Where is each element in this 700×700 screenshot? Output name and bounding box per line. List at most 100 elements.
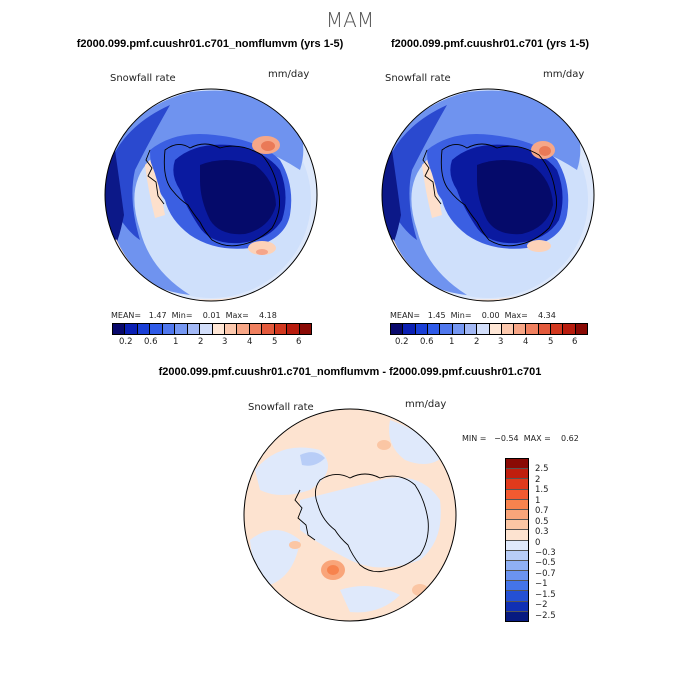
colorbar3-label: 1	[535, 496, 541, 506]
colorbar-swatch	[514, 324, 527, 334]
map3-boundary	[243, 408, 457, 622]
colorbar1-tick: 1	[173, 337, 179, 347]
colorbar-swatch	[506, 509, 528, 521]
colorbar-swatch	[391, 324, 404, 334]
colorbar2-tick: 0.6	[420, 337, 434, 347]
colorbar-swatch	[506, 560, 528, 572]
colorbar3-label: −0.5	[535, 558, 556, 568]
colorbar-swatch	[452, 324, 465, 334]
colorbar-swatch	[506, 550, 528, 561]
colorbar3-label: 1.5	[535, 485, 549, 495]
colorbar1-tick: 6	[296, 337, 302, 347]
colorbar-swatch	[477, 324, 490, 334]
panel3-variable: Snowfall rate	[248, 402, 314, 413]
colorbar-swatch	[125, 324, 138, 334]
colorbar3-label: 0.5	[535, 517, 549, 527]
colorbar-panel2	[390, 323, 588, 335]
colorbar3-label: −1.5	[535, 590, 556, 600]
colorbar2-tick: 5	[548, 337, 554, 347]
colorbar-swatch	[563, 324, 576, 334]
colorbar-swatch	[187, 324, 201, 334]
panel2-variable: Snowfall rate	[385, 73, 451, 84]
map1-snowfall-field	[105, 89, 317, 301]
colorbar-difference	[505, 458, 529, 622]
colorbar-swatch	[427, 324, 441, 334]
colorbar-swatch	[551, 324, 564, 334]
colorbar-swatch	[501, 324, 515, 334]
colorbar3-label: −0.3	[535, 548, 556, 558]
colorbar3-label: −2.5	[535, 611, 556, 621]
colorbar-swatch	[506, 469, 528, 480]
panel3-stats: MIN = −0.54 MAX = 0.62	[462, 434, 579, 443]
colorbar2-tick: 1	[449, 337, 455, 347]
colorbar-swatch	[506, 581, 528, 592]
colorbar1-tick: 3	[222, 337, 228, 347]
colorbar3-label: 0.7	[535, 506, 549, 516]
colorbar1-tick: 5	[272, 337, 278, 347]
colorbar3-label: 2	[535, 475, 541, 485]
map2-boundary	[381, 88, 595, 302]
colorbar-swatch	[506, 520, 528, 531]
colorbar-swatch	[299, 324, 311, 334]
panel1-units: mm/day	[268, 69, 310, 80]
colorbar-swatch	[249, 324, 263, 334]
colorbar-swatch	[175, 324, 188, 334]
colorbar-swatch	[287, 324, 300, 334]
colorbar1-ticks: 0.2 0.6 1 2 3 4 5 6	[112, 337, 310, 349]
colorbar-swatch	[237, 324, 250, 334]
panel2-units: mm/day	[543, 69, 585, 80]
colorbar-swatch	[526, 324, 539, 334]
colorbar-swatch	[262, 324, 275, 334]
panel3-title: f2000.099.pmf.cuushr01.c701_nomflumvm - …	[158, 366, 542, 378]
colorbar3-label: −2	[535, 600, 548, 610]
colorbar-swatch	[274, 324, 288, 334]
colorbar-swatch	[538, 324, 552, 334]
colorbar-swatch	[464, 324, 478, 334]
colorbar-swatch	[506, 499, 528, 510]
colorbar-swatch	[506, 601, 528, 612]
colorbar-swatch	[506, 540, 528, 551]
colorbar2-tick: 4	[523, 337, 529, 347]
colorbar-swatch	[415, 324, 428, 334]
colorbar1-tick: 4	[247, 337, 253, 347]
colorbar-swatch	[200, 324, 213, 334]
panel3-units: mm/day	[405, 399, 447, 410]
colorbar-swatch	[162, 324, 176, 334]
panel2-title: f2000.099.pmf.cuushr01.c701 (yrs 1-5)	[390, 38, 590, 50]
colorbar-swatch	[403, 324, 416, 334]
colorbar1-tick: 2	[198, 337, 204, 347]
panel1-variable: Snowfall rate	[110, 73, 176, 84]
colorbar2-tick: 2	[474, 337, 480, 347]
colorbar1-tick: 0.2	[119, 337, 133, 347]
colorbar-swatch	[137, 324, 151, 334]
colorbar-swatch	[506, 571, 528, 582]
panel2-stats: MEAN= 1.45 Min= 0.00 Max= 4.34	[390, 311, 556, 320]
colorbar-swatch	[506, 489, 528, 500]
colorbar-swatch	[506, 591, 528, 602]
colorbar-panel1	[112, 323, 312, 335]
colorbar-swatch	[506, 459, 528, 470]
season-title: MAM	[325, 8, 375, 32]
colorbar3-label: 0	[535, 538, 541, 548]
colorbar2-tick: 3	[498, 337, 504, 347]
colorbar3-label: −0.7	[535, 569, 556, 579]
colorbar3-label: 2.5	[535, 464, 549, 474]
colorbar2-ticks: 0.2 0.6 1 2 3 4 5 6	[390, 337, 586, 349]
colorbar-swatch	[506, 530, 528, 541]
colorbar-swatch	[113, 324, 126, 334]
colorbar2-tick: 0.2	[395, 337, 409, 347]
colorbar2-tick: 6	[572, 337, 578, 347]
colorbar3-label: 0.3	[535, 527, 549, 537]
colorbar-swatch	[489, 324, 502, 334]
colorbar-swatch	[212, 324, 225, 334]
panel1-stats: MEAN= 1.47 Min= 0.01 Max= 4.18	[111, 311, 277, 320]
colorbar-swatch	[575, 324, 587, 334]
panel1-title: f2000.099.pmf.cuushr01.c701_nomflumvm (y…	[76, 38, 344, 50]
colorbar-swatch	[506, 479, 528, 490]
colorbar-swatch	[440, 324, 453, 334]
colorbar-swatch	[506, 611, 528, 621]
map2-snowfall-field	[382, 89, 594, 301]
map3-difference-field	[244, 409, 456, 621]
map1-boundary	[104, 88, 318, 302]
